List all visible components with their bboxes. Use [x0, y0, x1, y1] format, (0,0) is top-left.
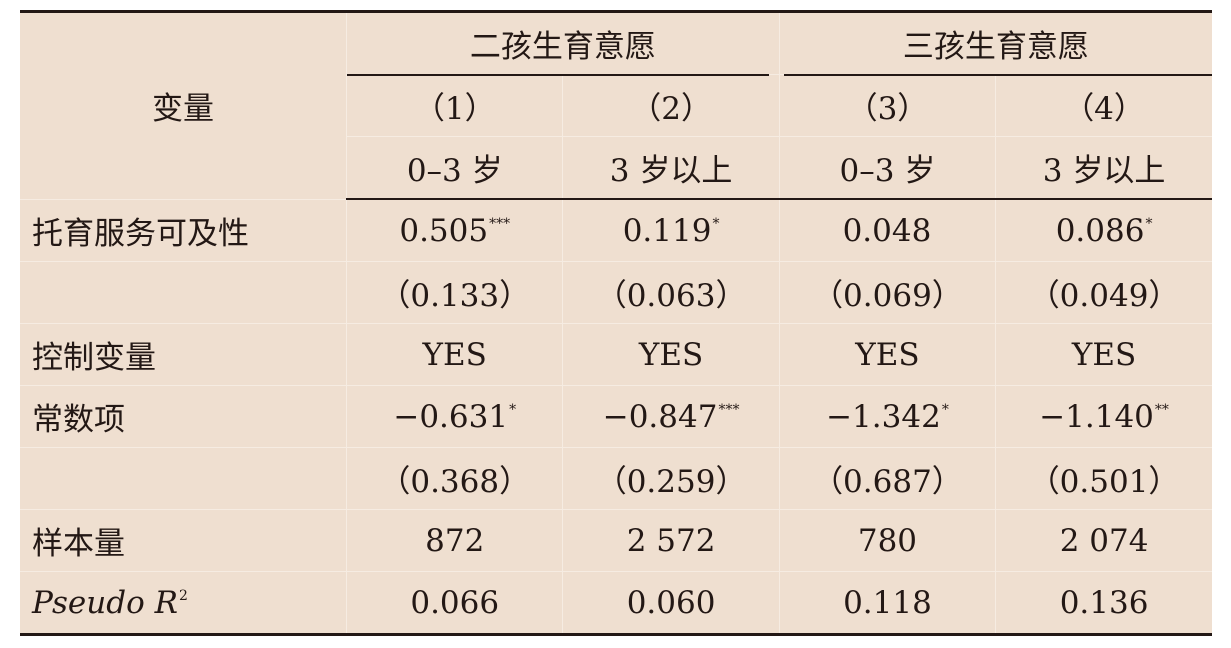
significance-mark: * [509, 401, 517, 418]
regression-table-container: 变量 二孩生育意愿 三孩生育意愿 （1） （2） （3） （4） 0–3 岁 3… [20, 10, 1212, 636]
table-cell: （0.049） [995, 261, 1212, 324]
age-label: 3 岁以上 [995, 136, 1212, 200]
header-row-age-groups: 0–3 岁 3 岁以上 0–3 岁 3 岁以上 [20, 136, 1212, 200]
row-pseudo-r2: Pseudo R2 0.066 0.060 0.118 0.136 [20, 571, 1212, 636]
row-constant: 常数项 −0.631* −0.847*** −1.342* −1.140** [20, 385, 1212, 448]
group-underline [783, 74, 1212, 76]
significance-mark: * [712, 215, 720, 232]
model-number: （2） [562, 74, 780, 137]
group-header-label: 二孩生育意愿 [469, 29, 656, 65]
age-label: 0–3 岁 [346, 136, 564, 200]
regression-table: 变量 二孩生育意愿 三孩生育意愿 （1） （2） （3） （4） 0–3 岁 3… [20, 10, 1212, 636]
table-cell: YES [562, 323, 780, 386]
table-cell: 0.086* [995, 199, 1212, 262]
table-cell: −1.342* [779, 385, 997, 448]
exponent: 2 [178, 587, 188, 604]
row-childcare-access: 托育服务可及性 0.505*** 0.119* 0.048 0.086* [20, 199, 1212, 262]
age-label: 3 岁以上 [562, 136, 780, 200]
table-cell: YES [995, 323, 1212, 386]
table-cell: YES [779, 323, 997, 386]
significance-mark: *** [718, 401, 740, 418]
group-underline [347, 74, 769, 76]
age-label: 0–3 岁 [779, 136, 997, 200]
table-cell: 0.136 [995, 571, 1212, 636]
table-cell: −0.631* [346, 385, 564, 448]
row-label: 样本量 [20, 509, 348, 572]
table-cell: 0.048 [779, 199, 997, 262]
table-cell: 2 074 [995, 509, 1212, 572]
table-cell: 0.119* [562, 199, 780, 262]
row-label: 托育服务可及性 [20, 199, 348, 262]
significance-mark: * [941, 401, 949, 418]
table-cell: （0.259） [562, 447, 780, 510]
table-cell: 2 572 [562, 509, 780, 572]
model-number: （3） [779, 74, 997, 137]
row-childcare-access-se: （0.133） （0.063） （0.069） （0.049） [20, 261, 1212, 324]
group-header-label: 三孩生育意愿 [902, 29, 1089, 65]
variable-header: 变量 [20, 10, 348, 200]
table-cell: （0.133） [346, 261, 564, 324]
significance-mark: *** [489, 215, 511, 232]
row-label: 常数项 [20, 385, 348, 448]
row-label: Pseudo R2 [20, 571, 348, 636]
table-cell: 0.505*** [346, 199, 564, 262]
row-label: 控制变量 [20, 323, 348, 386]
table-cell: （0.368） [346, 447, 564, 510]
group-header-second-child: 二孩生育意愿 [346, 10, 780, 76]
table-cell: 0.066 [346, 571, 564, 636]
row-sample-size: 样本量 872 2 572 780 2 074 [20, 509, 1212, 572]
table-cell: −0.847*** [562, 385, 780, 448]
model-number: （4） [995, 74, 1212, 137]
header-row-groups: 变量 二孩生育意愿 三孩生育意愿 [20, 10, 1212, 200]
significance-mark: * [1145, 215, 1153, 232]
table-cell: 0.118 [779, 571, 997, 636]
table-cell: 872 [346, 509, 564, 572]
table-cell: （0.063） [562, 261, 780, 324]
table-cell: 780 [779, 509, 997, 572]
table-cell: 0.060 [562, 571, 780, 636]
table-cell: YES [346, 323, 564, 386]
table-cell: （0.687） [779, 447, 997, 510]
row-controls: 控制变量 YES YES YES YES [20, 323, 1212, 386]
row-label [20, 447, 348, 510]
significance-mark: ** [1154, 401, 1169, 418]
model-number: （1） [346, 74, 564, 137]
group-header-third-child: 三孩生育意愿 [779, 10, 1212, 76]
table-cell: （0.501） [995, 447, 1212, 510]
row-constant-se: （0.368） （0.259） （0.687） （0.501） [20, 447, 1212, 510]
header-row-model-numbers: （1） （2） （3） （4） [20, 74, 1212, 137]
table-cell: −1.140** [995, 385, 1212, 448]
row-label [20, 261, 348, 324]
table-cell: （0.069） [779, 261, 997, 324]
